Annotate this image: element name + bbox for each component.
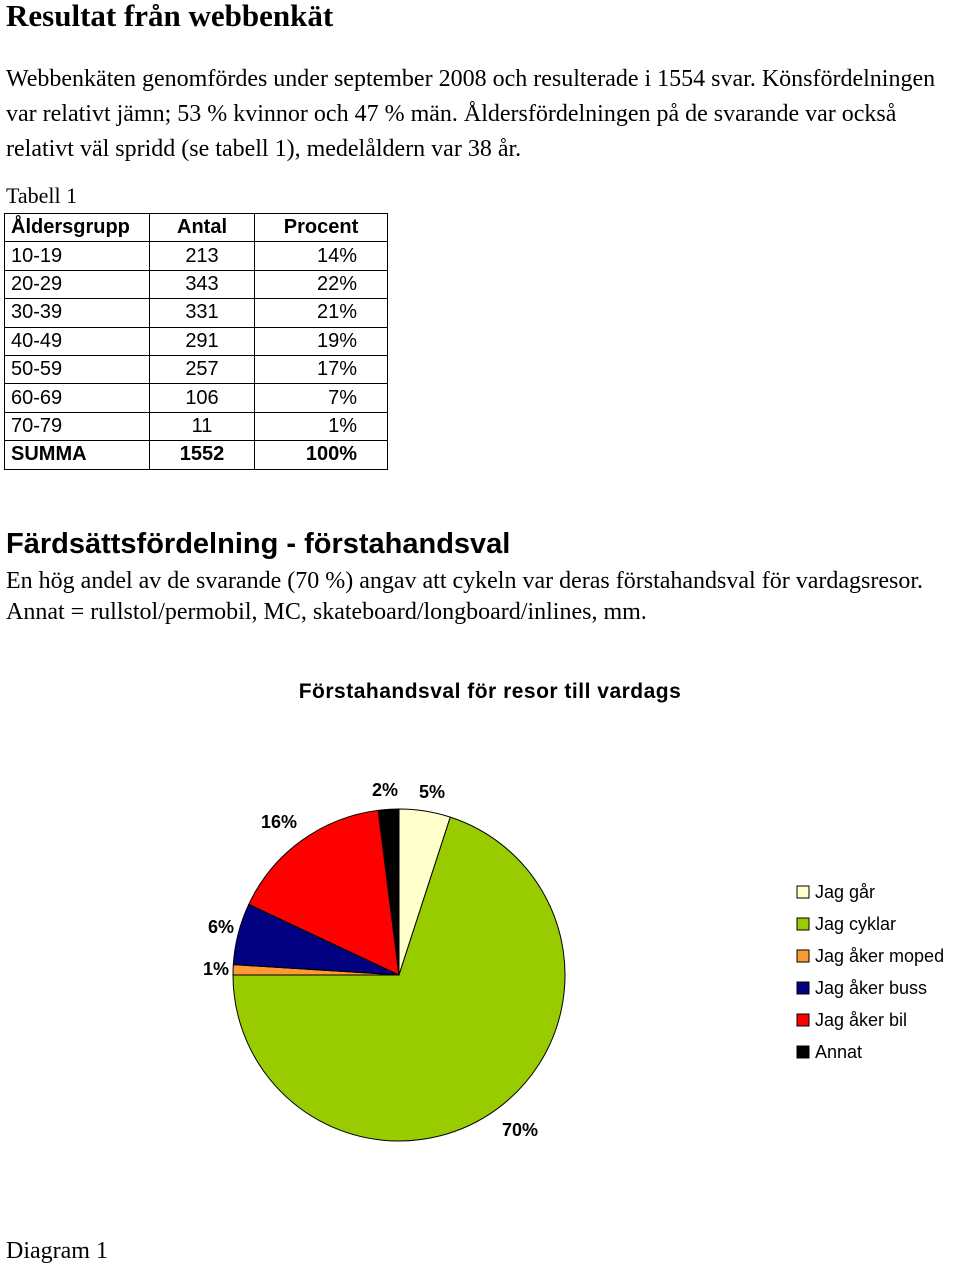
cell-age-group: 30-39 xyxy=(4,298,150,328)
pie-slice-annat xyxy=(377,808,400,976)
table-caption: Tabell 1 xyxy=(6,183,78,208)
pie-slices-group xyxy=(232,808,566,1142)
legend-swatch xyxy=(796,981,810,995)
cell-percent: 21% xyxy=(254,298,388,328)
table-row: 50-59 257 17% xyxy=(4,354,388,385)
cell-total-label: SUMMA xyxy=(4,440,150,470)
chart-title: Förstahandsval för resor till vardags xyxy=(299,680,682,703)
pie-data-label: 6% xyxy=(208,917,234,937)
legend-swatch xyxy=(796,885,810,899)
cell-total-count: 1552 xyxy=(149,440,255,470)
cell-age-group: 70-79 xyxy=(4,411,150,442)
cell-age-group: 10-19 xyxy=(4,241,150,271)
pie-data-label: 16% xyxy=(261,812,297,832)
table-row: 10-19 213 14% xyxy=(4,241,388,271)
table-total-row: SUMMA 1552 100% xyxy=(4,440,388,470)
cell-count: 106 xyxy=(149,383,255,413)
legend-swatch xyxy=(796,1045,810,1059)
intro-paragraph: Webbenkäten genomfördes under september … xyxy=(6,66,936,162)
section-heading: Färdsättsfördelning - förstahandsval xyxy=(6,528,511,560)
pie-data-labels-group: 5% 70% 1% 6% 16% 2% xyxy=(203,780,538,1140)
pie-slice-jag-åker-bil xyxy=(248,809,400,976)
cell-age-group: 20-29 xyxy=(4,269,150,300)
cell-percent: 1% xyxy=(254,411,388,442)
age-distribution-table: Åldersgrupp Antal Procent 10-19 213 14% … xyxy=(4,212,388,470)
cell-count: 257 xyxy=(149,354,255,385)
pie-chart: Förstahandsval för resor till vardags 5%… xyxy=(203,680,944,1142)
legend-swatch xyxy=(796,1013,810,1027)
cell-age-group: 50-59 xyxy=(4,354,150,385)
legend-label: Jag åker bil xyxy=(815,1010,907,1030)
legend-label: Annat xyxy=(815,1042,862,1062)
cell-count: 11 xyxy=(149,411,255,442)
legend-label: Jag cyklar xyxy=(815,914,896,934)
table-row: 30-39 331 21% xyxy=(4,298,388,328)
cell-count: 291 xyxy=(149,326,255,356)
cell-count: 331 xyxy=(149,298,255,328)
pie-slice-jag-cyklar xyxy=(232,816,566,1142)
legend-label: Jag åker moped xyxy=(815,946,944,966)
cell-percent: 19% xyxy=(254,326,388,356)
cell-percent: 17% xyxy=(254,354,388,385)
cell-count: 213 xyxy=(149,241,255,271)
legend-swatch xyxy=(796,949,810,963)
legend-swatch xyxy=(796,917,810,931)
chart-legend: Jag går Jag cyklar Jag åker moped Jag åker … xyxy=(796,882,944,1062)
pie-data-label: 5% xyxy=(419,782,445,802)
table-row: 40-49 291 19% xyxy=(4,326,388,356)
table-row: 60-69 106 7% xyxy=(4,383,388,413)
pie-data-label: 70% xyxy=(502,1120,538,1140)
table-row: 20-29 343 22% xyxy=(4,269,388,300)
pie-data-label: 2% xyxy=(372,780,398,800)
page-title: Resultat från webbenkät xyxy=(6,0,334,33)
legend-label: Jag åker buss xyxy=(815,978,927,998)
column-header-count: Antal xyxy=(149,212,255,243)
legend-label: Jag går xyxy=(815,882,875,902)
table-header-row: Åldersgrupp Antal Procent xyxy=(4,212,388,243)
diagram-caption: Diagram 1 xyxy=(6,1238,108,1264)
cell-count: 343 xyxy=(149,269,255,300)
section-paragraph: En hög andel av de svarande (70 %) angav… xyxy=(6,568,923,625)
cell-age-group: 40-49 xyxy=(4,326,150,356)
column-header-percent: Procent xyxy=(254,212,388,243)
cell-age-group: 60-69 xyxy=(4,383,150,413)
cell-percent: 7% xyxy=(254,383,388,413)
cell-percent: 22% xyxy=(254,269,388,300)
pie-data-label: 1% xyxy=(203,959,229,979)
cell-total-percent: 100% xyxy=(254,440,388,470)
cell-percent: 14% xyxy=(254,241,388,271)
table-row: 70-79 11 1% xyxy=(4,411,388,442)
column-header-age-group: Åldersgrupp xyxy=(4,212,150,243)
